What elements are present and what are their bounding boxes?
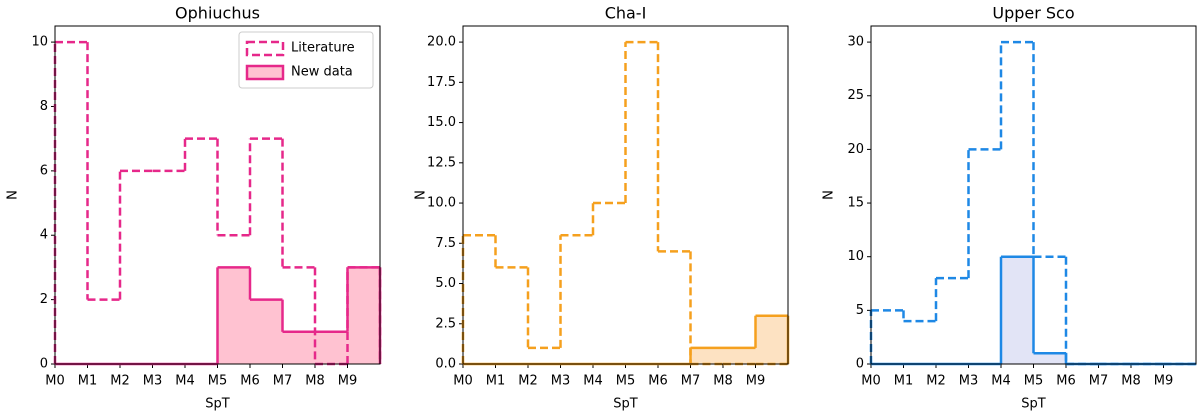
y-tick-label: 15.0 bbox=[427, 115, 456, 130]
x-tick-label: M4 bbox=[175, 374, 195, 389]
x-tick-label: M0 bbox=[45, 374, 65, 389]
x-axis-label: SpT bbox=[613, 397, 638, 412]
y-tick-label: 10 bbox=[847, 249, 864, 264]
x-axis-label: SpT bbox=[205, 397, 230, 412]
x-tick-label: M3 bbox=[143, 374, 163, 389]
y-tick-label: 8 bbox=[40, 99, 48, 114]
y-tick-label: 10 bbox=[31, 35, 48, 50]
x-tick-label: M0 bbox=[453, 374, 473, 389]
x-tick-label: M4 bbox=[583, 374, 603, 389]
y-tick-label: 5 bbox=[856, 303, 864, 318]
x-tick-label: M4 bbox=[991, 374, 1011, 389]
x-tick-label: M1 bbox=[78, 374, 98, 389]
x-tick-label: M9 bbox=[1154, 374, 1174, 389]
y-tick-label: 2 bbox=[40, 292, 48, 307]
x-tick-label: M3 bbox=[959, 374, 979, 389]
x-tick-label: M0 bbox=[861, 374, 881, 389]
bar-fill bbox=[250, 299, 283, 364]
bar-fill bbox=[315, 331, 348, 364]
panel: Ophiuchus SpT N M0 M1 M2 M3 M4 M5 M6 M7 M8 M9 0 2 4 6 8 10… bbox=[6, 4, 382, 412]
y-tick-label: 30 bbox=[847, 35, 864, 50]
y-tick-label: 2.5 bbox=[435, 316, 456, 331]
x-tick-label: M3 bbox=[551, 374, 571, 389]
legend-swatch bbox=[245, 40, 285, 57]
y-axis-label: N bbox=[414, 190, 429, 200]
bar-fill bbox=[690, 347, 723, 364]
x-tick-label: M7 bbox=[681, 374, 701, 389]
chart-title: Upper Sco bbox=[992, 4, 1074, 23]
bar-fill bbox=[1033, 353, 1066, 364]
y-tick-label: 15 bbox=[847, 196, 864, 211]
x-tick-label: M2 bbox=[518, 374, 538, 389]
bar-fill bbox=[347, 267, 380, 364]
x-tick-label: M2 bbox=[926, 374, 946, 389]
x-tick-label: M5 bbox=[616, 374, 636, 389]
y-tick-label: 25 bbox=[847, 88, 864, 103]
x-tick-label: M8 bbox=[713, 374, 733, 389]
chart-title: Cha-I bbox=[605, 4, 647, 23]
chart-title: Ophiuchus bbox=[175, 4, 260, 23]
x-tick-label: M5 bbox=[1024, 374, 1044, 389]
bar-fill bbox=[723, 347, 756, 364]
x-tick-label: M9 bbox=[338, 374, 358, 389]
x-tick-label: M7 bbox=[273, 374, 293, 389]
x-tick-label: M8 bbox=[305, 374, 325, 389]
x-tick-label: M5 bbox=[208, 374, 228, 389]
legend-swatch bbox=[245, 64, 285, 81]
y-tick-label: 0.0 bbox=[435, 357, 456, 372]
x-tick-label: M1 bbox=[486, 374, 506, 389]
x-tick-label: M8 bbox=[1121, 374, 1141, 389]
bar-fill bbox=[217, 267, 250, 364]
y-tick-label: 5.0 bbox=[435, 276, 456, 291]
panel: Upper Sco SpT N M0 M1 M2 M3 M4 M5 M6 M7 M8 M9 0 5 10 15 2… bbox=[822, 4, 1197, 412]
x-tick-label: M7 bbox=[1089, 374, 1109, 389]
y-tick-label: 0 bbox=[40, 357, 48, 372]
plot-frame bbox=[54, 25, 381, 365]
y-tick-label: 20 bbox=[847, 142, 864, 157]
y-tick-label: 7.5 bbox=[435, 236, 456, 251]
plot-frame bbox=[462, 25, 789, 365]
x-tick-label: M1 bbox=[894, 374, 914, 389]
y-tick-label: 17.5 bbox=[427, 75, 456, 90]
bar-fill bbox=[755, 315, 788, 364]
y-tick-label: 12.5 bbox=[427, 155, 456, 170]
x-axis-label: SpT bbox=[1021, 397, 1046, 412]
y-tick-label: 20.0 bbox=[427, 35, 456, 50]
panel: Cha-I SpT N M0 M1 M2 M3 M4 M5 M6 M7 M8 M9 0.0 2.5 5.0 7.… bbox=[414, 4, 790, 412]
bar-fill bbox=[1001, 256, 1034, 364]
x-tick-label: M9 bbox=[746, 374, 766, 389]
bar-fill bbox=[282, 331, 315, 364]
x-tick-label: M6 bbox=[1056, 374, 1076, 389]
y-axis-label: N bbox=[822, 190, 837, 200]
y-tick-label: 0 bbox=[856, 357, 864, 372]
x-tick-label: M6 bbox=[240, 374, 260, 389]
x-tick-label: M2 bbox=[110, 374, 130, 389]
y-tick-label: 6 bbox=[40, 163, 48, 178]
legend-label: Literature bbox=[291, 41, 355, 56]
x-tick-label: M6 bbox=[648, 374, 668, 389]
legend-label: New data bbox=[291, 65, 353, 80]
y-tick-label: 4 bbox=[40, 228, 48, 243]
plot-frame bbox=[870, 25, 1197, 365]
y-axis-label: N bbox=[6, 190, 21, 200]
y-tick-label: 10.0 bbox=[427, 196, 456, 211]
